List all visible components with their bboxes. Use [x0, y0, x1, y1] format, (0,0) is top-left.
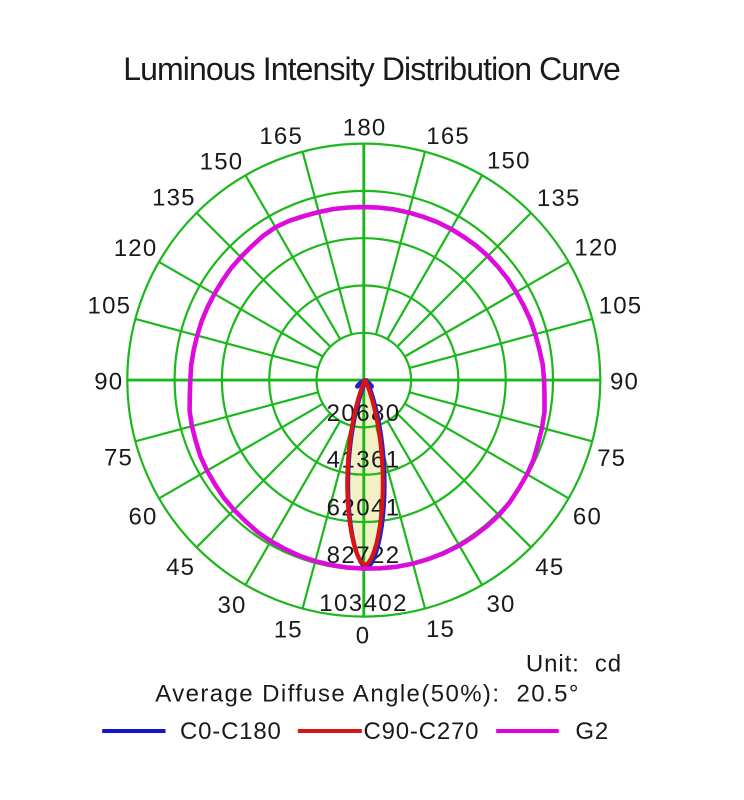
svg-text:60: 60 — [573, 504, 602, 531]
svg-text:45: 45 — [535, 554, 564, 581]
svg-text:G2: G2 — [575, 718, 609, 745]
svg-text:120: 120 — [114, 235, 158, 262]
svg-text:30: 30 — [217, 592, 246, 619]
svg-text:105: 105 — [88, 293, 132, 320]
svg-text:165: 165 — [426, 123, 470, 150]
svg-text:180: 180 — [343, 115, 387, 142]
svg-text:103402: 103402 — [319, 590, 408, 617]
svg-text:75: 75 — [597, 445, 626, 472]
svg-text:150: 150 — [200, 148, 244, 175]
svg-text:75: 75 — [104, 445, 133, 472]
svg-text:45: 45 — [166, 554, 195, 581]
svg-text:C90-C270: C90-C270 — [364, 718, 480, 745]
svg-text:41361: 41361 — [327, 447, 401, 474]
svg-text:62041: 62041 — [327, 495, 401, 522]
svg-text:60: 60 — [128, 503, 157, 530]
svg-text:135: 135 — [152, 185, 196, 212]
svg-text:105: 105 — [599, 293, 643, 320]
svg-text:30: 30 — [487, 591, 516, 618]
svg-text:Unit: cd: Unit: cd — [526, 651, 622, 678]
svg-text:15: 15 — [426, 616, 455, 643]
svg-text:150: 150 — [487, 148, 531, 175]
svg-text:Average Diffuse Angle(50%): 2: Average Diffuse Angle(50%): 20.5° — [155, 681, 580, 708]
svg-text:Luminous Intensity Distributio: Luminous Intensity Distribution Curve — [123, 51, 620, 87]
svg-text:90: 90 — [94, 368, 123, 395]
svg-text:120: 120 — [574, 234, 618, 261]
svg-text:90: 90 — [610, 369, 639, 396]
svg-text:135: 135 — [537, 185, 581, 212]
svg-text:C0-C180: C0-C180 — [180, 718, 282, 745]
svg-text:20680: 20680 — [327, 400, 401, 427]
svg-text:15: 15 — [274, 617, 303, 644]
svg-text:0: 0 — [356, 622, 371, 649]
svg-text:165: 165 — [259, 123, 303, 150]
